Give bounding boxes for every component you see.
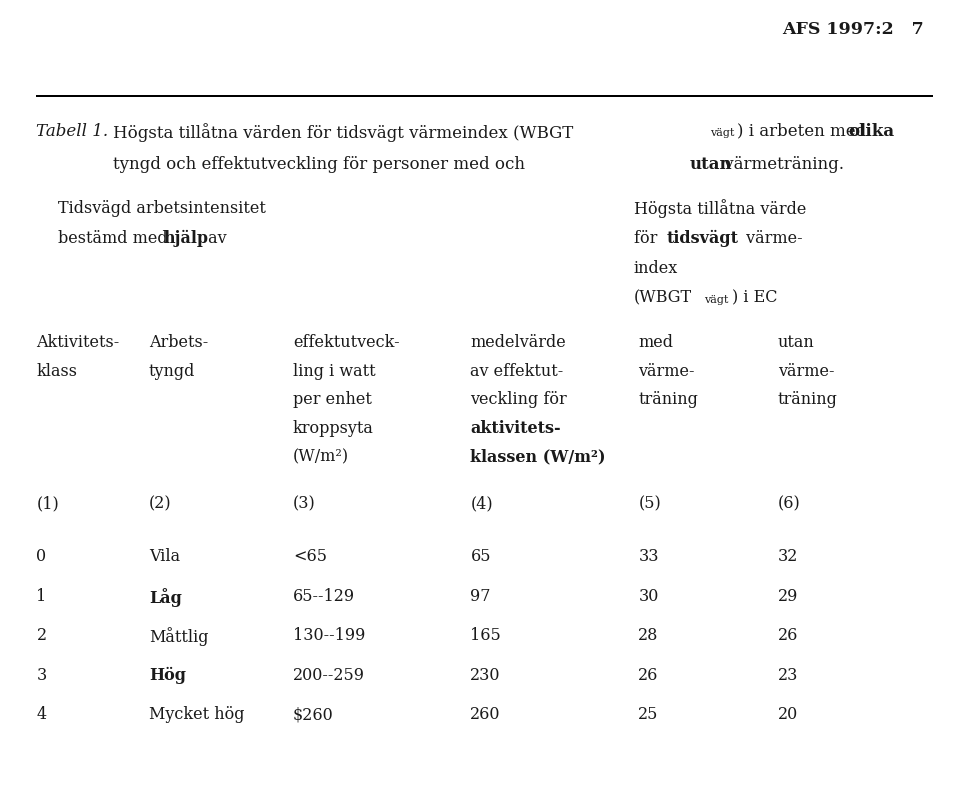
Text: utan: utan	[689, 156, 732, 173]
Text: 30: 30	[638, 588, 659, 604]
Text: (WBGT: (WBGT	[634, 290, 692, 307]
Text: Högsta tillåtna värden för tidsvägt värmeindex (WBGT: Högsta tillåtna värden för tidsvägt värm…	[113, 123, 573, 142]
Text: AFS 1997:2   7: AFS 1997:2 7	[781, 21, 924, 37]
Text: ling i watt: ling i watt	[293, 363, 375, 379]
Text: klassen (W/m²): klassen (W/m²)	[470, 448, 606, 465]
Text: av effektut-: av effektut-	[470, 363, 564, 379]
Text: tyngd: tyngd	[149, 363, 195, 379]
Text: (W/m²): (W/m²)	[293, 448, 348, 465]
Text: Högsta tillåtna värde: Högsta tillåtna värde	[634, 200, 806, 219]
Text: träning: träning	[778, 391, 837, 408]
Text: träning: träning	[638, 391, 698, 408]
Text: kroppsyta: kroppsyta	[293, 420, 373, 436]
Text: 4: 4	[36, 706, 47, 723]
Text: 28: 28	[638, 627, 659, 644]
Text: (4): (4)	[470, 496, 493, 512]
Text: för: för	[634, 230, 662, 246]
Text: veckling för: veckling för	[470, 391, 567, 408]
Text: (6): (6)	[778, 496, 801, 512]
Text: 33: 33	[638, 548, 659, 565]
Text: 26: 26	[778, 627, 798, 644]
Text: 165: 165	[470, 627, 501, 644]
Text: Hög: Hög	[149, 667, 186, 684]
Text: Mycket hög: Mycket hög	[149, 706, 244, 723]
Text: 200--259: 200--259	[293, 667, 365, 683]
Text: tidsvägt: tidsvägt	[666, 230, 738, 247]
Text: 26: 26	[638, 667, 659, 683]
Text: per enhet: per enhet	[293, 391, 372, 408]
Text: Tidsvägd arbetsintensitet: Tidsvägd arbetsintensitet	[58, 200, 266, 216]
Text: 32: 32	[778, 548, 798, 565]
Text: vägt: vägt	[710, 128, 734, 139]
Text: utan: utan	[778, 334, 814, 351]
Text: värmeträning.: värmeträning.	[719, 156, 844, 173]
Text: 29: 29	[778, 588, 798, 604]
Text: Arbets-: Arbets-	[149, 334, 208, 351]
Text: olika: olika	[849, 123, 895, 139]
Text: Måttlig: Måttlig	[149, 627, 208, 646]
Text: 0: 0	[36, 548, 47, 565]
Text: ) i arbeten med: ) i arbeten med	[737, 123, 872, 139]
Text: 65: 65	[470, 548, 491, 565]
Text: värme-: värme-	[741, 230, 803, 246]
Text: 2: 2	[36, 627, 47, 644]
Text: hjälp: hjälp	[163, 230, 208, 247]
Text: 230: 230	[470, 667, 501, 683]
Text: Tabell 1.: Tabell 1.	[36, 123, 108, 139]
Text: (2): (2)	[149, 496, 172, 512]
Text: tyngd och effektutveckling för personer med och: tyngd och effektutveckling för personer …	[113, 156, 531, 173]
Text: 25: 25	[638, 706, 659, 723]
Text: 3: 3	[36, 667, 47, 683]
Text: värme-: värme-	[638, 363, 695, 379]
Text: vägt: vägt	[704, 295, 728, 306]
Text: 23: 23	[778, 667, 798, 683]
Text: av: av	[203, 230, 227, 246]
Text: (5): (5)	[638, 496, 661, 512]
Text: värme-: värme-	[778, 363, 834, 379]
Text: 1: 1	[36, 588, 47, 604]
Text: klass: klass	[36, 363, 78, 379]
Text: Aktivitets-: Aktivitets-	[36, 334, 120, 351]
Text: (3): (3)	[293, 496, 316, 512]
Text: bestämd med: bestämd med	[58, 230, 173, 246]
Text: medelvärde: medelvärde	[470, 334, 566, 351]
Text: index: index	[634, 260, 678, 276]
Text: Låg: Låg	[149, 588, 181, 607]
Text: 20: 20	[778, 706, 798, 723]
Text: ) i EC: ) i EC	[732, 290, 778, 307]
Text: 260: 260	[470, 706, 501, 723]
Text: $260: $260	[293, 706, 333, 723]
Text: 97: 97	[470, 588, 491, 604]
Text: aktivitets-: aktivitets-	[470, 420, 561, 436]
Text: Vila: Vila	[149, 548, 180, 565]
Text: (1): (1)	[36, 496, 60, 512]
Text: effektutveck-: effektutveck-	[293, 334, 399, 351]
Text: med: med	[638, 334, 673, 351]
Text: 65--129: 65--129	[293, 588, 355, 604]
Text: <65: <65	[293, 548, 326, 565]
Text: 130--199: 130--199	[293, 627, 365, 644]
